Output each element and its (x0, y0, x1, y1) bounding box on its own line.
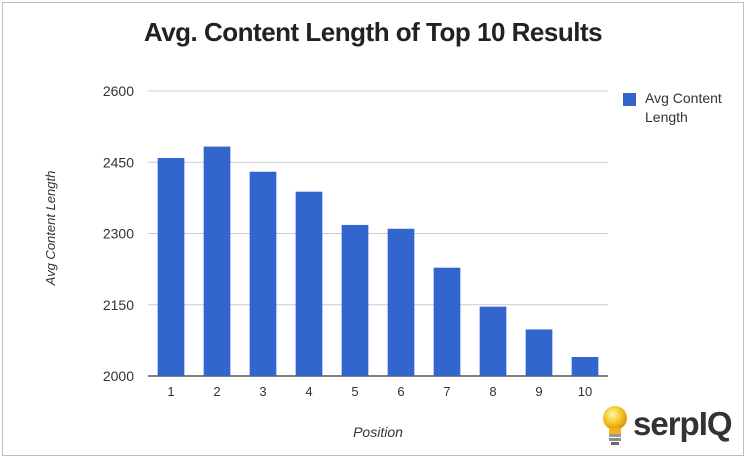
x-tick-label: 6 (397, 384, 404, 399)
y-tick-label: 2000 (103, 368, 134, 384)
legend: Avg Content Length (623, 89, 733, 127)
bar (203, 146, 231, 376)
bar (341, 224, 369, 376)
x-tick-label: 8 (489, 384, 496, 399)
y-tick-label: 2450 (103, 154, 134, 170)
x-tick-label: 2 (213, 384, 220, 399)
bar (249, 171, 277, 376)
x-tick-label: 9 (535, 384, 542, 399)
x-tick-label: 4 (305, 384, 312, 399)
y-tick-label: 2300 (103, 226, 134, 242)
chart-title: Avg. Content Length of Top 10 Results (143, 17, 603, 47)
lightbulb-icon (603, 406, 627, 445)
bar (571, 357, 599, 376)
x-tick-label: 3 (259, 384, 266, 399)
serpiq-logo: serpIQ (599, 403, 748, 451)
x-tick-label: 5 (351, 384, 358, 399)
logo-text: serpIQ (633, 405, 733, 442)
x-tick-label: 10 (578, 384, 592, 399)
chart-frame: Avg. Content Length of Top 10 Results Av… (2, 2, 744, 456)
x-tick-label: 7 (443, 384, 450, 399)
legend-label: Avg Content Length (645, 90, 722, 125)
bar (525, 329, 553, 376)
bar (433, 267, 461, 376)
bar (157, 157, 185, 376)
bar (479, 306, 507, 376)
x-tick-label: 1 (167, 384, 174, 399)
legend-swatch (623, 93, 636, 106)
bar-chart: 2000 2150 2300 2450 2600 1 2 3 4 5 6 7 8 9 10 (103, 83, 608, 399)
bar (295, 191, 323, 376)
y-tick-label: 2150 (103, 297, 134, 313)
y-tick-label: 2600 (103, 83, 134, 99)
x-axis-label: Position (353, 424, 403, 440)
bar (387, 228, 415, 376)
